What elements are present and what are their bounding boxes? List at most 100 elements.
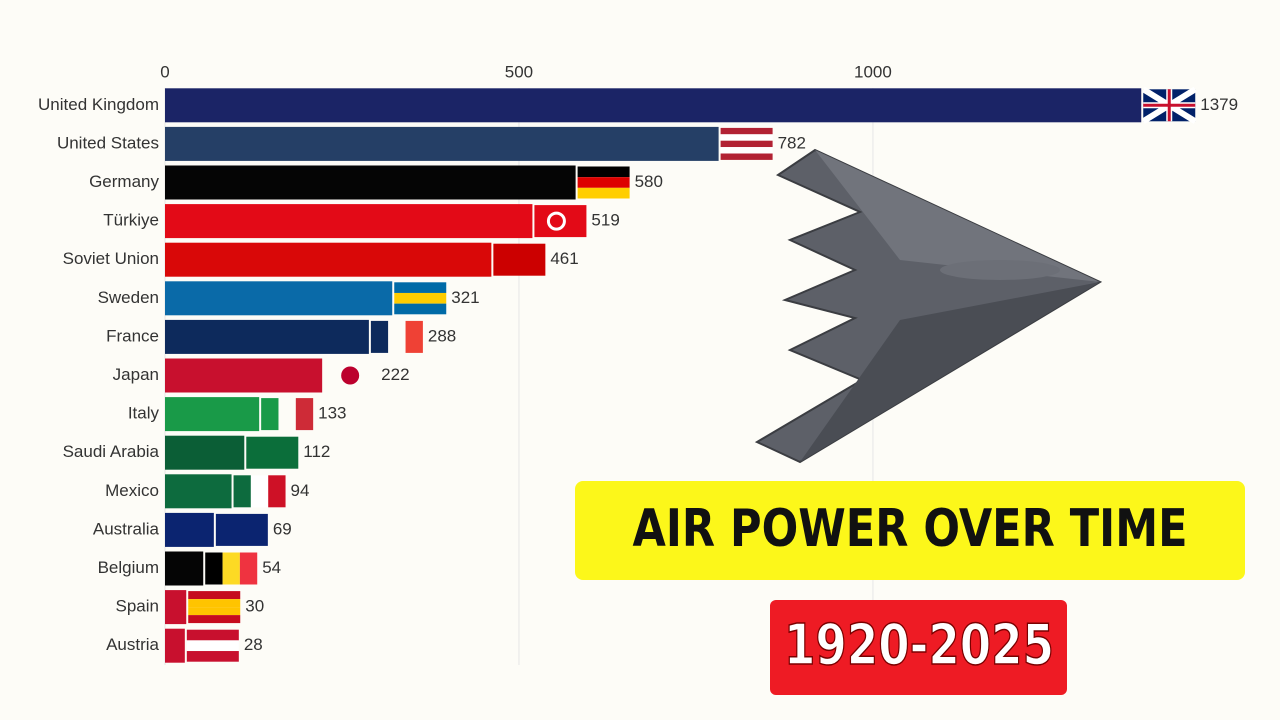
flag-stripe [394,303,447,315]
value-label: 321 [451,288,479,307]
flag-stripe [720,153,773,160]
flag [534,205,587,238]
category-label: Soviet Union [63,249,159,268]
flag-stripe [239,552,258,585]
flag [261,398,314,431]
flag [577,166,630,199]
category-label: Austria [106,635,159,654]
category-label: United States [57,133,159,152]
flag-stripe [394,282,447,293]
bars: United Kingdom 1379 United States 782 German… [38,86,1238,663]
flag-stripe [186,629,239,641]
x-tick-label: 500 [505,62,533,81]
bar [165,126,719,161]
flag-emblem [341,366,360,385]
flag-stripe [186,651,239,662]
category-label: France [106,326,159,345]
flag-stripe [577,166,630,178]
chart-title: AIR POWER OVER TIME [633,499,1188,559]
subtitle-banner [770,600,1067,695]
flag [720,127,773,160]
bar [165,512,214,547]
flag-stripe [222,552,240,585]
flag-emblem [546,211,566,231]
x-tick-label: 1000 [854,62,892,81]
flag [1141,86,1197,124]
flag-stripe [215,513,268,546]
bar [165,551,204,586]
bar [165,628,185,663]
chart-subtitle: 1920-2025 [784,613,1054,678]
value-label: 112 [303,442,330,461]
category-label: Sweden [98,288,159,307]
value-label: 461 [550,249,578,268]
bar [165,88,1142,123]
flag-stripe [250,475,269,508]
value-label: 1379 [1200,95,1238,114]
flag [324,359,377,392]
flag-stripe [493,243,546,276]
flag [493,243,546,276]
category-label: Germany [89,172,159,191]
title-banner [575,481,1245,580]
bar [165,281,393,316]
category-label: Japan [113,365,159,384]
bar [165,242,492,277]
bomber-illustration [754,148,1103,464]
value-label: 30 [245,597,264,616]
value-label: 288 [428,326,456,345]
flag-stripe [388,320,406,353]
flag-stripe [188,599,241,608]
flag-stripe [720,127,773,135]
value-label: 94 [291,481,310,500]
flag [215,513,268,546]
flag-stripe [188,591,241,600]
category-label: Italy [128,404,160,423]
flag-stripe [394,292,447,304]
bar [165,590,187,625]
value-label: 782 [778,133,806,152]
category-label: Spain [116,597,159,616]
flag-stripe [278,398,296,431]
flag-stripe [720,147,773,154]
flag-stripe [577,187,630,199]
flag [188,591,241,624]
flag [394,282,447,315]
category-label: Australia [93,519,160,538]
flag [233,475,286,508]
value-label: 54 [262,558,281,577]
value-label: 133 [318,404,346,423]
category-label: United Kingdom [38,95,159,114]
category-label: Mexico [105,481,159,500]
x-tick-label: 0 [160,62,169,81]
value-label: 519 [591,211,619,230]
flag-stripe [577,177,630,188]
value-label: 28 [244,635,263,654]
flag [205,552,258,585]
value-label: 69 [273,519,292,538]
flag-stripe [720,140,773,148]
value-label: 222 [381,365,409,384]
flag [186,629,239,662]
flag-stripe [261,398,279,431]
bar [165,204,533,239]
flag-stripe [534,205,587,238]
bar [165,474,232,509]
flag-stripe [188,615,241,624]
flag-stripe [188,607,241,616]
flag [370,320,423,353]
bar [165,319,369,354]
flag-stripe [246,436,299,469]
flag-stripe [233,475,251,508]
flag-stripe [720,134,773,141]
bar [165,165,576,200]
flag-stripe [268,475,286,508]
flag-stripe [405,320,423,353]
category-label: Belgium [98,558,159,577]
bar [165,358,323,393]
category-label: Saudi Arabia [63,442,160,461]
flag-stripe [295,398,314,431]
category-label: Türkiye [103,211,159,230]
bar [165,435,245,470]
